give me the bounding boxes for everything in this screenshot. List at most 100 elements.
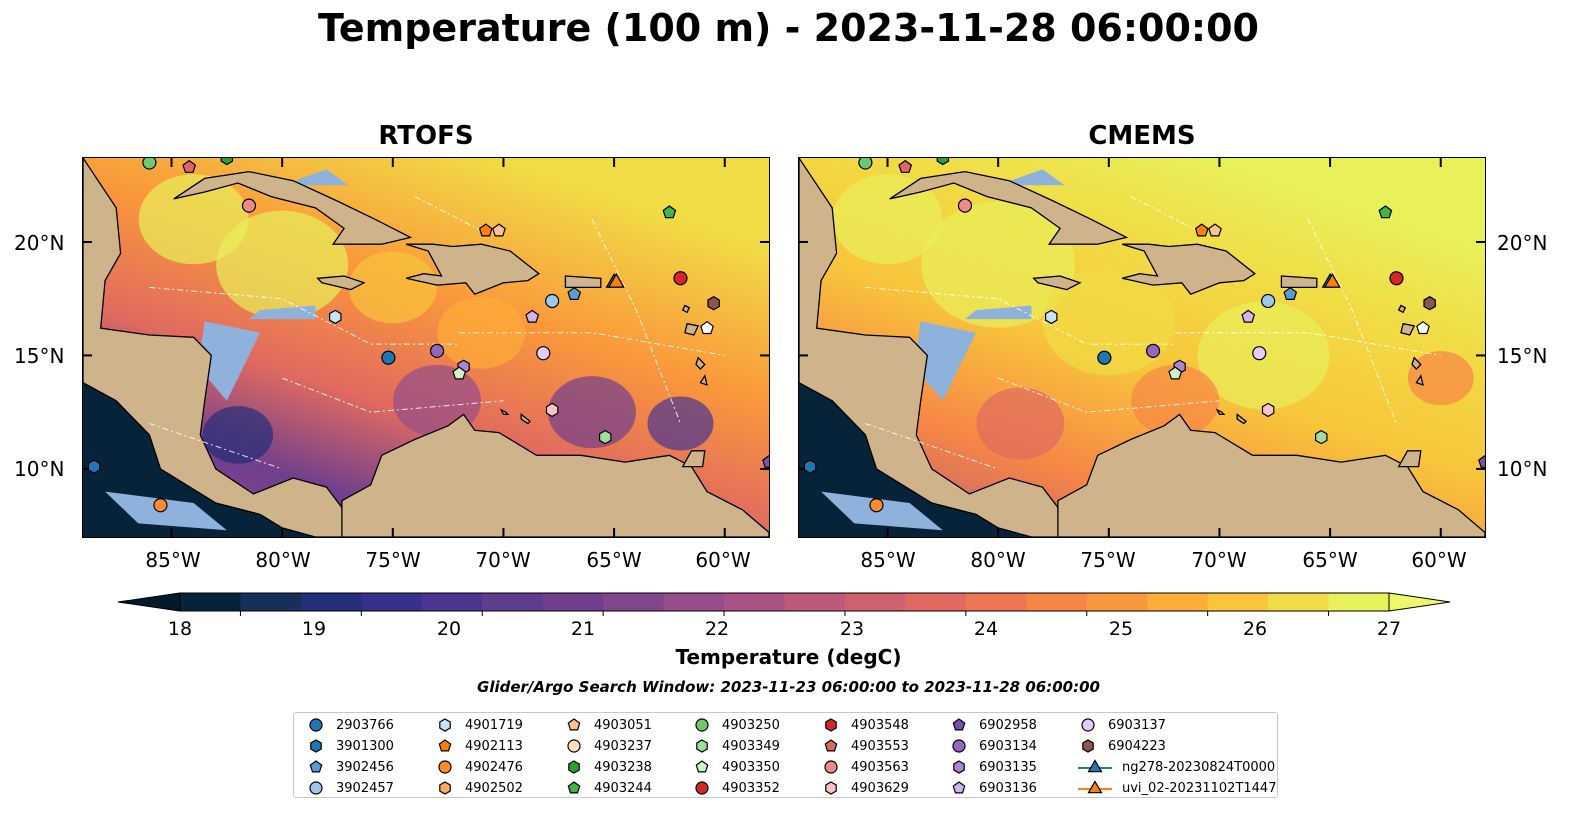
legend-item: 4902476 [435,757,523,777]
legend-label: 4903244 [594,780,652,796]
float-marker [869,498,884,513]
land [564,275,602,289]
hexagon-marker-icon [310,739,322,753]
land [520,413,531,425]
legend-label: 4902476 [465,759,523,775]
legend-label: 4903237 [594,738,652,754]
lat-label-10n-left: 10°N [14,457,65,481]
legend-item: 4903563 [821,757,909,777]
float-marker [1208,223,1222,237]
temperature-eddy [976,387,1065,460]
colorbar-segment [180,593,242,611]
lon-label: 75°W [365,548,421,572]
legend-marker [309,781,323,795]
legend-label: 6903135 [979,759,1037,775]
float-marker [1261,402,1275,418]
float-marker [607,273,625,288]
lon-label: 65°W [1302,548,1358,572]
land [316,275,366,291]
legend-item: uvi_02-20231102T1447 [1078,778,1276,798]
legend-label: 4903629 [851,780,909,796]
land [681,304,691,314]
legend-label: 4903352 [722,780,780,796]
lat-label-15n-left: 15°N [14,344,65,368]
legend-item: 6903135 [949,757,1037,777]
legend-item: 4903051 [564,715,652,735]
lon-label: 70°W [1191,548,1247,572]
legend-label: uvi_02-20231102T1447 [1122,780,1277,796]
legend-marker [825,718,837,732]
hexagon-marker-icon [439,781,451,795]
land [889,170,1129,245]
float-marker [142,158,157,170]
legend-label: 4903548 [851,717,909,733]
colorbar [117,592,1451,616]
legend-item: 3901300 [306,736,394,756]
float-marker [858,158,873,170]
legend-item: 3902457 [306,778,394,798]
float-marker [673,271,688,286]
boundary-line [149,286,460,345]
temperature-eddy [832,174,943,265]
triangle-marker-icon [1078,759,1112,773]
float-marker [1478,454,1485,468]
legend-marker [567,739,581,753]
hexagon-marker-icon [439,718,451,732]
legend-item: 4903350 [692,757,780,777]
float-marker [762,454,769,468]
panel-title-rtofs: RTOFS [378,121,474,151]
hexagon-marker-icon [1082,739,1094,753]
legend-marker [695,718,709,732]
colorbar-segment [421,593,483,611]
shallow-shelf [821,491,943,531]
legend-marker [309,718,323,732]
legend-label: 4903563 [851,759,909,775]
legend-marker [438,739,452,752]
lon-label: 85°W [860,548,916,572]
colorbar-segment [663,593,725,611]
land [405,243,541,295]
float-marker [700,320,714,335]
land [699,374,708,386]
lat-label-15n-right: 15°N [1497,344,1548,368]
float-marker [1252,346,1267,361]
boundary-line [865,423,999,470]
legend-marker [952,781,966,794]
float-marker [478,223,493,237]
boundary-line [459,332,725,356]
land [1236,413,1247,425]
legend-item: 4903237 [564,736,652,756]
colorbar-tick: 19 [301,618,327,640]
float-marker [87,459,101,474]
lon-label: 75°W [1080,548,1136,572]
land [341,413,769,537]
legend-item: 4901719 [435,715,523,735]
float-marker [1378,205,1393,219]
hexagon-marker-icon [568,760,580,774]
float-marker [1168,366,1183,380]
float-marker [1145,343,1161,359]
legend-item: 4903553 [821,736,909,756]
legend-marker [1087,780,1103,794]
land [1397,450,1422,468]
legend-marker [696,739,708,753]
colorbar-tick: 25 [1108,618,1134,640]
colorbar-segment [1328,593,1390,611]
temperature-eddy [647,396,714,451]
land [1121,243,1257,295]
temperature-eddy [1407,351,1474,406]
legend-marker [1087,759,1103,773]
land [1415,374,1424,386]
float-marker [452,366,467,380]
legend-marker [439,781,451,795]
boundary-line [149,423,283,470]
legend-marker [952,718,966,731]
legend-item: 6903137 [1078,715,1166,735]
boundary-line [1130,196,1198,232]
float-marker [1261,293,1276,309]
legend-item: 3902456 [306,757,394,777]
legend-marker [567,781,581,794]
land [83,158,345,537]
colorbar-segment [1086,593,1148,611]
legend-item: 6902958 [949,715,1037,735]
